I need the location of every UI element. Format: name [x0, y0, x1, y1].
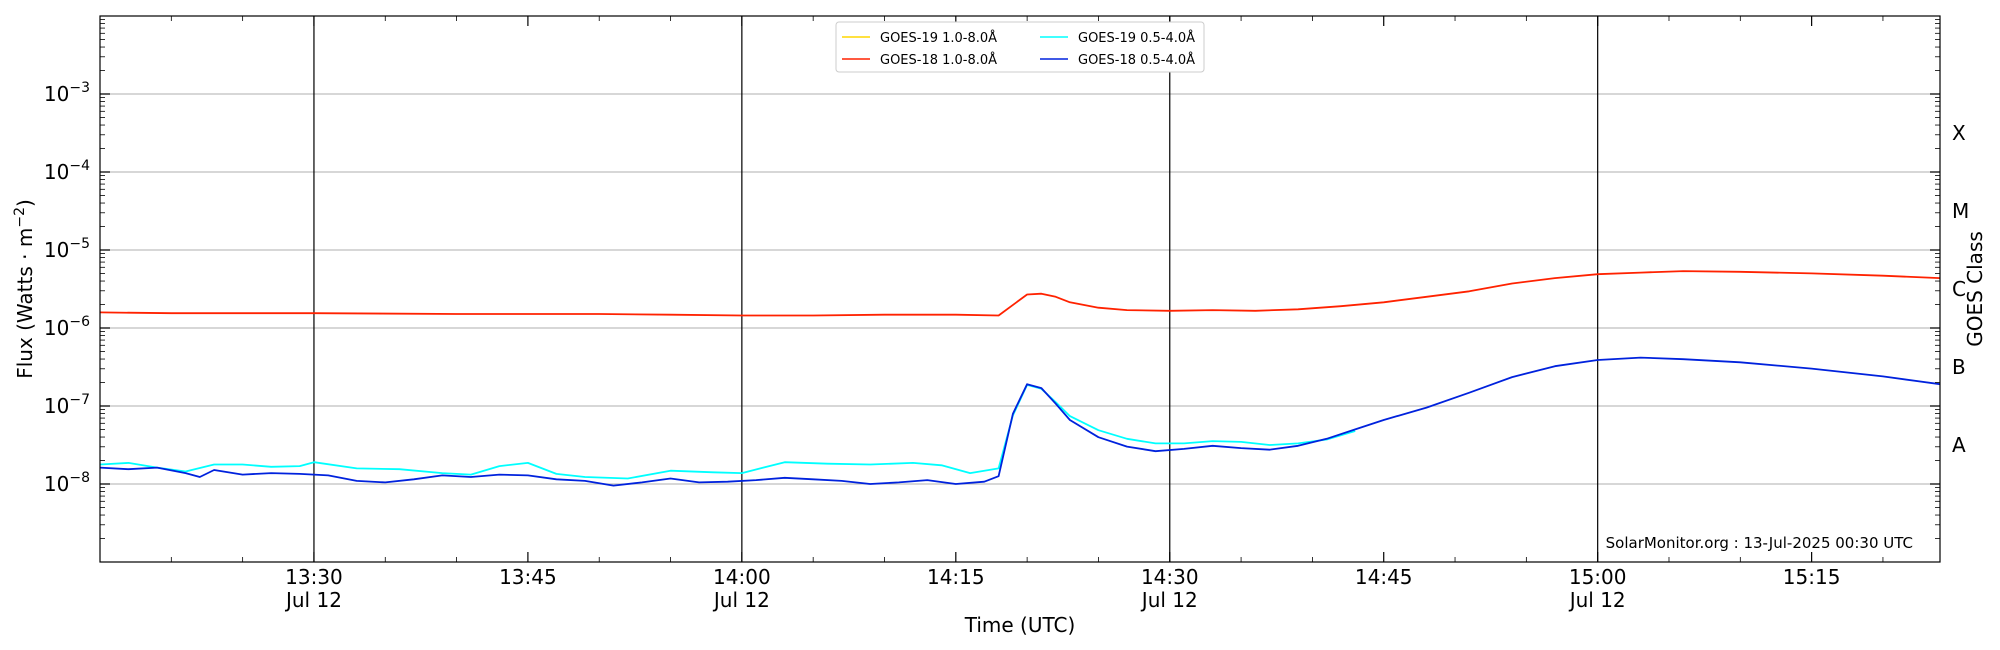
- watermark: SolarMonitor.org : 13-Jul-2025 00:30 UTC: [1606, 534, 1913, 552]
- y-tick-label: 10−5: [44, 236, 90, 262]
- x-axis-title: Time (UTC): [964, 613, 1076, 637]
- series-layer: [99, 270, 1941, 487]
- goes-class-label: M: [1952, 199, 1969, 223]
- x-tick-label: 14:30: [1141, 565, 1199, 589]
- x-tick-label: 15:00: [1569, 565, 1627, 589]
- x-tick-date-label: Jul 12: [712, 588, 770, 612]
- y-axis-title-close: ): [13, 199, 37, 207]
- y-tick-label: 10−6: [44, 314, 90, 340]
- y-tick-exponent: −3: [69, 80, 90, 96]
- series-line: [99, 270, 1941, 317]
- goes-class-labels: A B C M X: [1952, 121, 1969, 457]
- x-tick-label: 15:15: [1783, 565, 1841, 589]
- x-tick-date-label: Jul 12: [284, 588, 342, 612]
- legend-label: GOES-18 0.5-4.0Å: [1078, 52, 1195, 68]
- goes-class-label: C: [1952, 277, 1966, 301]
- x-tick-date-label: Jul 12: [1140, 588, 1198, 612]
- x-tick-label: 14:15: [927, 565, 985, 589]
- x-tick-date-label: Jul 12: [1568, 588, 1626, 612]
- y-tick-exponent: −8: [69, 470, 90, 486]
- goes-class-label: A: [1952, 433, 1966, 457]
- y-tick-label: 10−8: [44, 470, 90, 496]
- x-tick-label: 14:00: [713, 565, 771, 589]
- x-tick-label: 14:45: [1355, 565, 1413, 589]
- y-tick-label: 10−3: [44, 80, 90, 106]
- y-tick-exponent: −6: [69, 314, 90, 330]
- legend-label: GOES-18 1.0-8.0Å: [880, 52, 997, 68]
- y-tick-label: 10−4: [44, 158, 90, 184]
- legend-label: GOES-19 1.0-8.0Å: [880, 30, 997, 46]
- plot-background: [100, 16, 1940, 562]
- x-tick-label: 13:30: [285, 565, 343, 589]
- y-tick-base: 10: [44, 394, 69, 418]
- y-tick-base: 10: [44, 316, 69, 340]
- y-tick-exponent: −4: [69, 158, 90, 174]
- legend-label: GOES-19 0.5-4.0Å: [1078, 30, 1195, 46]
- legend-box: [835, 21, 1205, 73]
- grid-layer: [100, 93, 1940, 485]
- y-tick-label: 10−7: [44, 392, 90, 418]
- goes-class-label: B: [1952, 355, 1966, 379]
- y-axis-ticks: 10−810−710−610−510−410−3: [44, 19, 1940, 539]
- x-tick-label: 13:45: [499, 565, 557, 589]
- y-tick-base: 10: [44, 82, 69, 106]
- day-marker-lines: [313, 16, 1599, 562]
- series-line: [99, 384, 1356, 480]
- y-tick-base: 10: [44, 238, 69, 262]
- plot-frame: [99, 15, 1941, 563]
- y-tick-exponent: −7: [69, 392, 90, 408]
- y-tick-base: 10: [44, 160, 69, 184]
- y-tick-base: 10: [44, 472, 69, 496]
- goes-class-label: X: [1952, 121, 1966, 145]
- series-line: [99, 356, 1941, 487]
- legend-entries: GOES-19 1.0-8.0Å GOES-19 0.5-4.0Å GOES-18 …: [842, 30, 1195, 68]
- right-axis-title: GOES Class: [1963, 231, 1987, 347]
- y-axis-title-exponent: −2: [12, 207, 28, 228]
- legend: GOES-19 1.0-8.0Å GOES-19 0.5-4.0Å GOES-18 …: [835, 21, 1205, 73]
- y-axis-title-main: Flux (Watts · m: [13, 228, 37, 379]
- y-tick-exponent: −5: [69, 236, 90, 252]
- y-axis-title: Flux (Watts · m−2): [12, 199, 37, 379]
